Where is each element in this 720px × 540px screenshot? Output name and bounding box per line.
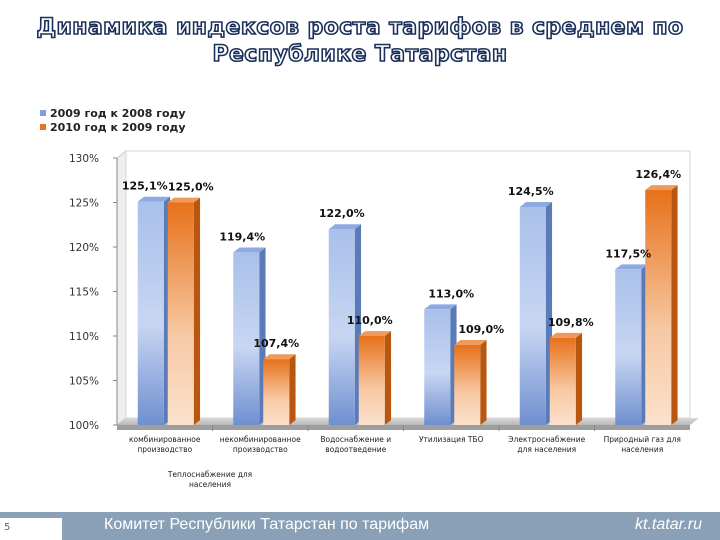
x-tick-label: Утилизация ТБО	[419, 435, 484, 444]
data-label: 110,0%	[347, 314, 393, 327]
footer-bar: 5 Комитет Республики Татарстан по тарифа…	[0, 512, 720, 540]
extra-label-line-2: населения	[189, 480, 231, 489]
bar-2010	[167, 202, 194, 425]
footer-website[interactable]: kt.tatar.ru	[635, 516, 702, 533]
data-label: 109,8%	[548, 316, 594, 329]
y-tick-label: 100%	[69, 420, 99, 432]
bar-top	[358, 331, 392, 336]
data-label: 117,5%	[605, 247, 651, 260]
data-label: 109,0%	[458, 323, 504, 336]
y-tick-label: 130%	[69, 153, 99, 165]
data-label: 113,0%	[428, 287, 474, 300]
bar-side	[193, 197, 201, 425]
data-label: 119,4%	[219, 230, 265, 243]
bar-2010	[358, 336, 385, 425]
bar-side	[384, 331, 392, 425]
bar-top	[615, 264, 648, 270]
legend-label-2010: 2010 год к 2009 году	[50, 120, 186, 134]
page-title: Динамика индексов роста тарифов в средне…	[0, 14, 720, 68]
bar-2010	[645, 190, 672, 425]
chart-legend: 2009 год к 2008 году 2010 год к 2009 год…	[40, 106, 186, 134]
bar-chart: 100% 105% 110% 115% 120% 125% 130% комбинирова…	[69, 149, 699, 454]
bar-2010	[263, 359, 290, 425]
legend-swatch-2010	[40, 124, 46, 130]
bar-top	[263, 354, 296, 360]
legend-item-2010: 2010 год к 2009 году	[40, 120, 186, 134]
bar-2009	[137, 201, 164, 425]
bar-top	[519, 202, 553, 207]
bar-top	[328, 224, 362, 230]
bar-2010	[454, 344, 481, 425]
data-label: 124,5%	[508, 185, 554, 198]
bar-2009	[615, 269, 642, 425]
footer-organization: Комитет Республики Татарстан по тарифам	[104, 516, 430, 533]
page-number: 5	[4, 522, 11, 533]
bar-side	[575, 332, 583, 425]
bar-side	[480, 340, 487, 425]
legend-label-2009: 2009 год к 2008 году	[50, 106, 186, 120]
page-number-box	[0, 518, 62, 540]
bar-side	[289, 354, 296, 425]
x-tick-label: комбинированное производство	[129, 435, 201, 454]
title-line-2: Республике Татарстан	[212, 41, 508, 68]
chart-back-wall	[125, 150, 691, 419]
bar-top	[167, 197, 201, 203]
data-label: 125,0%	[168, 181, 214, 194]
x-tick-label: Природный газ для населения	[604, 435, 681, 454]
y-tick-label: 105%	[69, 376, 99, 388]
chart-floor	[117, 418, 699, 425]
extra-category-label: Теплоснабжение для населения	[150, 470, 270, 490]
extra-label-line-1: Теплоснабжение для	[167, 470, 253, 479]
data-label: 126,4%	[635, 168, 681, 181]
x-tick-label: Электроснабжение для населения	[508, 435, 585, 454]
bar-top	[424, 304, 457, 310]
y-tick-label: 120%	[69, 242, 99, 254]
bar-2010	[549, 337, 576, 425]
y-tick-label: 110%	[69, 331, 99, 343]
x-tick-label: некомбинированное производство	[220, 435, 301, 454]
bar-2009	[328, 229, 355, 425]
y-tick-label: 115%	[69, 287, 99, 299]
bar-top	[645, 185, 678, 191]
x-tick-label: Водоснабжение и водоотведение	[320, 435, 391, 454]
bar-top	[233, 247, 266, 253]
bar-side	[671, 185, 678, 425]
bar-top	[549, 332, 583, 338]
title-line-1: Динамика индексов роста тарифов в средне…	[36, 14, 684, 41]
bar-top	[454, 340, 487, 345]
bar-2009	[233, 252, 260, 425]
bar-2009	[519, 206, 546, 425]
bar-top	[137, 196, 171, 202]
legend-swatch-2009	[40, 110, 46, 116]
legend-item-2009: 2009 год к 2008 году	[40, 106, 186, 120]
data-label: 107,4%	[253, 337, 299, 350]
data-label: 122,0%	[319, 207, 365, 220]
y-tick-label: 125%	[69, 198, 99, 210]
bar-2009	[424, 309, 451, 425]
data-label: 125,1%	[122, 180, 168, 193]
